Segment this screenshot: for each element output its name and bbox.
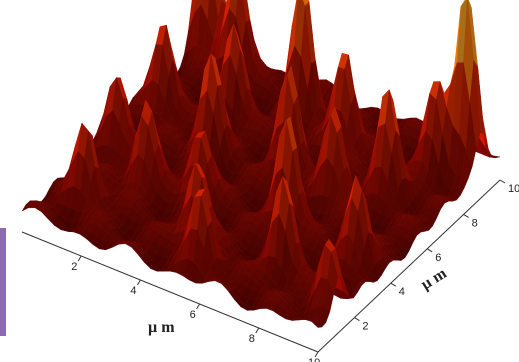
- y-tick-label: 4: [399, 286, 405, 298]
- y-tick-mark: [390, 282, 397, 287]
- x-tick-label: 4: [130, 285, 136, 297]
- surface-mesh: [21, 0, 501, 328]
- y-tick-label: 2: [362, 321, 368, 333]
- y-tick-mark: [354, 317, 360, 322]
- y-tick-label: 6: [435, 252, 441, 264]
- y-axis-label: µ m: [418, 265, 450, 294]
- y-axis-line: [317, 179, 501, 353]
- plot-axes: 2 4 6 8 10 2 4 6 8 10: [21, 179, 519, 362]
- y-tick-mark: [463, 213, 469, 218]
- y-tick-mark: [499, 179, 506, 184]
- side-accent-bar: [0, 228, 6, 336]
- x-tick-mark: [314, 351, 319, 358]
- x-axis-label: µ m: [148, 319, 175, 336]
- x-tick-label: 2: [71, 261, 77, 273]
- x-tick-label: 8: [249, 333, 255, 345]
- x-tick-label: 6: [190, 309, 196, 321]
- y-tick-label: 10: [508, 183, 519, 195]
- x-axis-line: [21, 231, 319, 353]
- surface-patch: [311, 321, 323, 328]
- y-tick-mark: [426, 248, 433, 253]
- x-tick-mark: [196, 303, 201, 310]
- x-tick-label: 10: [308, 357, 320, 362]
- x-tick-mark: [77, 255, 82, 262]
- y-tick-label: 8: [472, 217, 478, 229]
- x-tick-mark: [136, 279, 141, 286]
- x-tick-mark: [255, 327, 260, 334]
